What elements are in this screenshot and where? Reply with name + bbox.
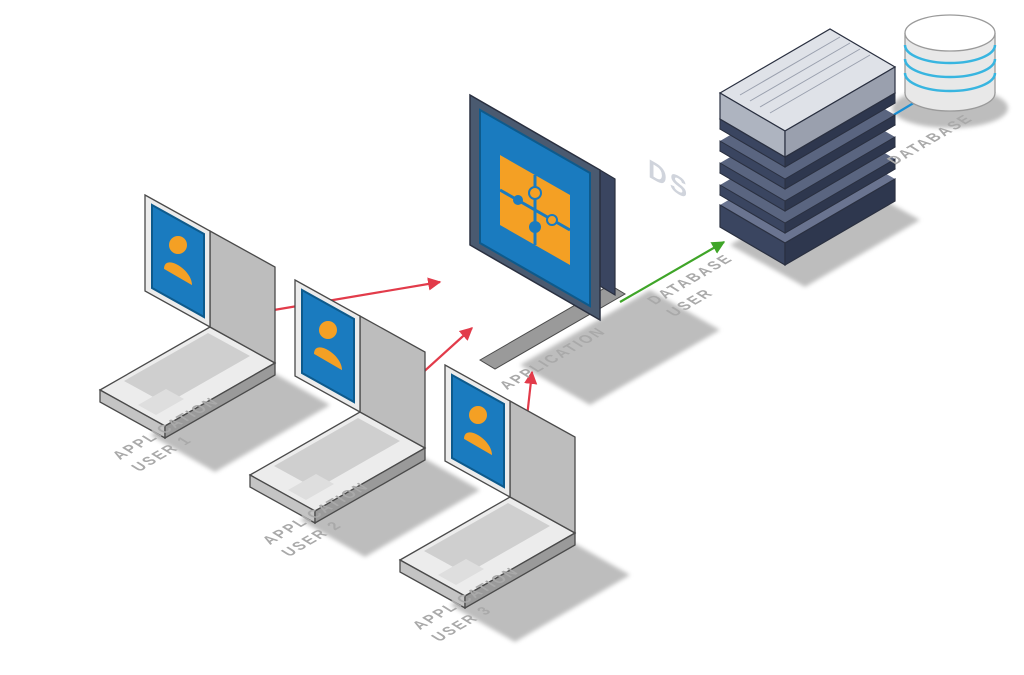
database-node <box>905 15 995 111</box>
architecture-diagram: DS <box>0 0 1024 675</box>
